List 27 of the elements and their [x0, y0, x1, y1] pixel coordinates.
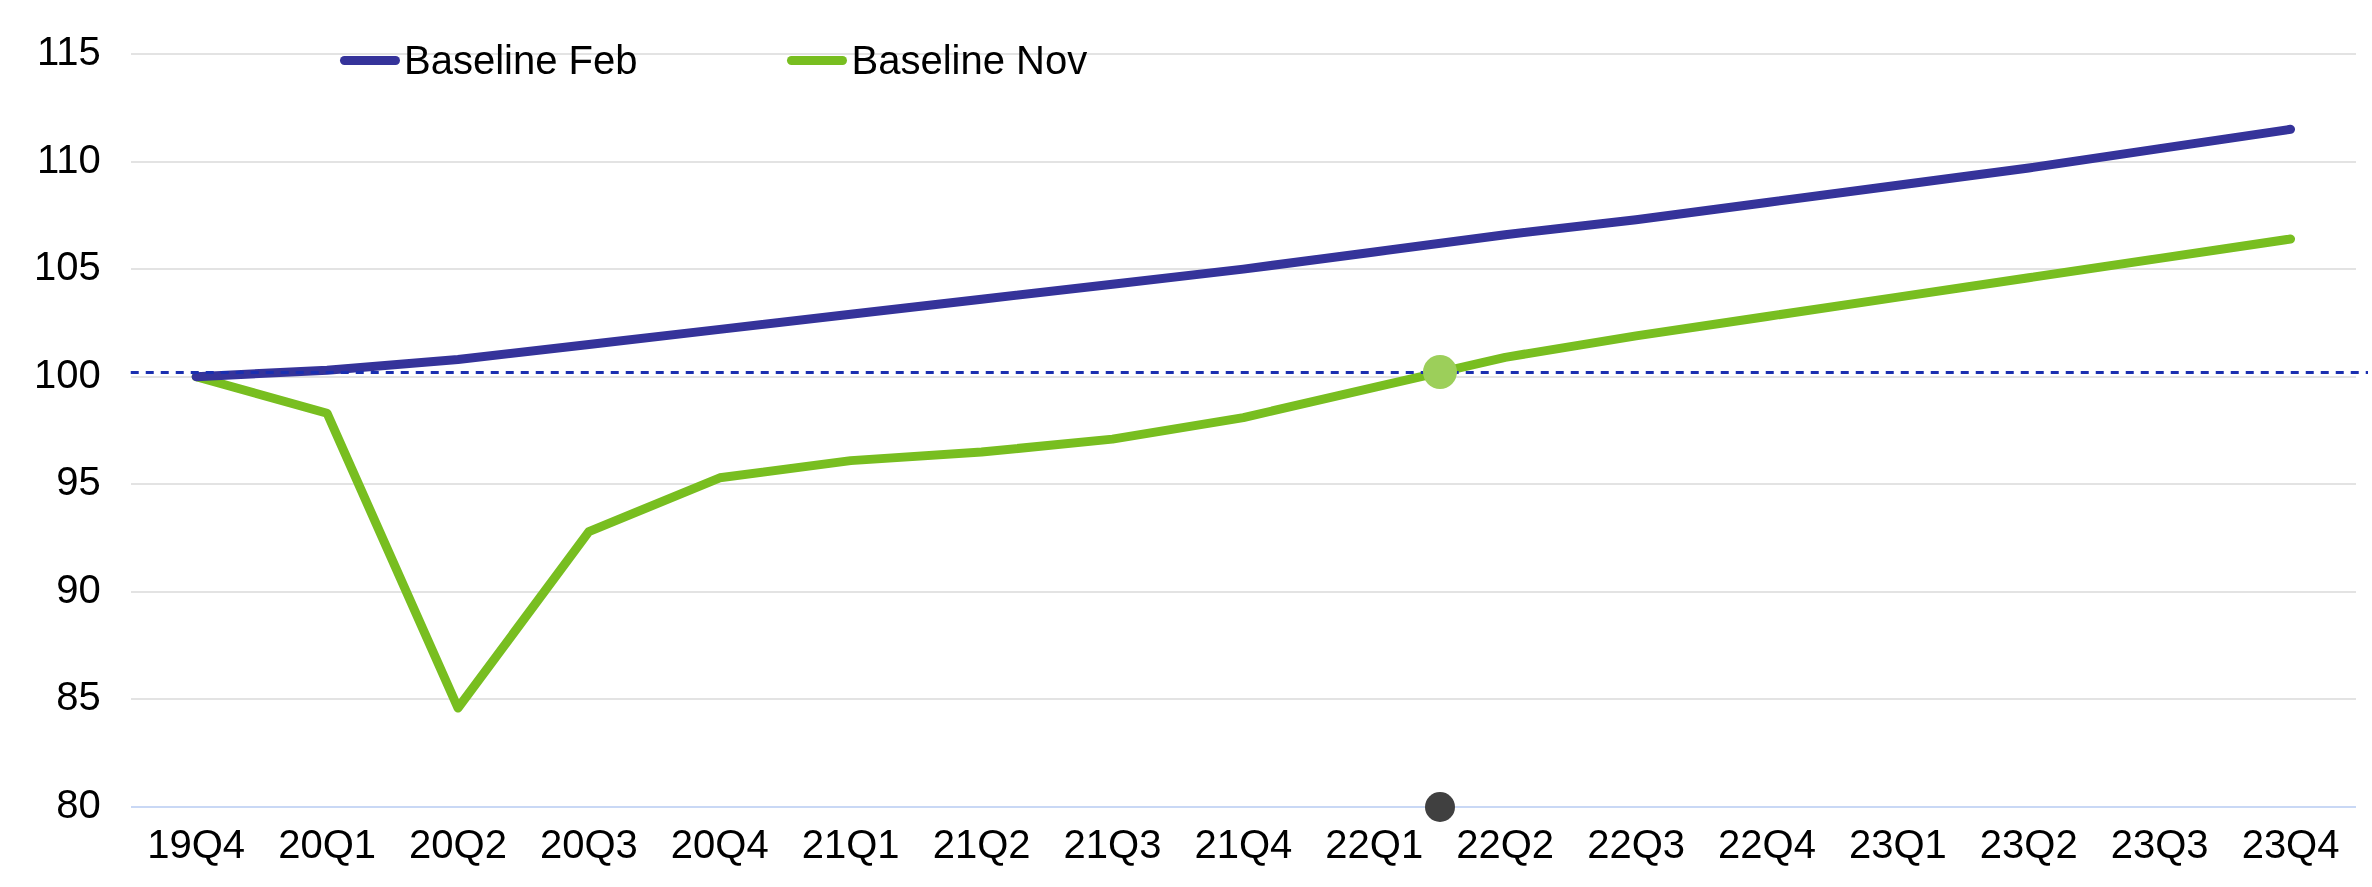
x-tick-label: 20Q3 — [539, 822, 638, 867]
x-tick-label: 23Q1 — [1848, 822, 1947, 867]
legend-label: Baseline Nov — [851, 38, 1088, 83]
y-tick-label: 85 — [56, 674, 101, 719]
x-tick-label: 23Q2 — [1979, 822, 2078, 867]
x-tick-label: 23Q4 — [2241, 822, 2340, 867]
x-tick-label: 22Q4 — [1718, 822, 1816, 867]
x-tick-label: 23Q3 — [2110, 822, 2209, 867]
y-tick-label: 90 — [56, 566, 101, 611]
y-tick-label: 105 — [33, 244, 101, 289]
x-tick-label: 22Q3 — [1587, 822, 1685, 867]
x-tick-label: 22Q2 — [1456, 822, 1555, 867]
y-tick-label: 80 — [56, 782, 101, 827]
x-tick-label: 21Q3 — [1063, 822, 1162, 867]
x-tick-label: 20Q4 — [670, 822, 769, 867]
x-tick-label: 21Q1 — [801, 822, 900, 867]
x-tick-label: 21Q4 — [1194, 822, 1293, 867]
legend-label: Baseline Feb — [404, 38, 638, 83]
y-tick-label: 95 — [56, 459, 101, 504]
x-tick-label: 19Q4 — [147, 822, 246, 867]
y-tick-label: 115 — [36, 29, 101, 74]
x-tick-label: 21Q2 — [932, 822, 1031, 867]
x-tick-label: 20Q1 — [278, 822, 377, 867]
x-tick-label: 20Q2 — [409, 822, 507, 867]
y-tick-label: 110 — [36, 136, 101, 181]
y-tick-label: 100 — [33, 351, 101, 396]
x-tick-label: 22Q1 — [1325, 822, 1424, 867]
